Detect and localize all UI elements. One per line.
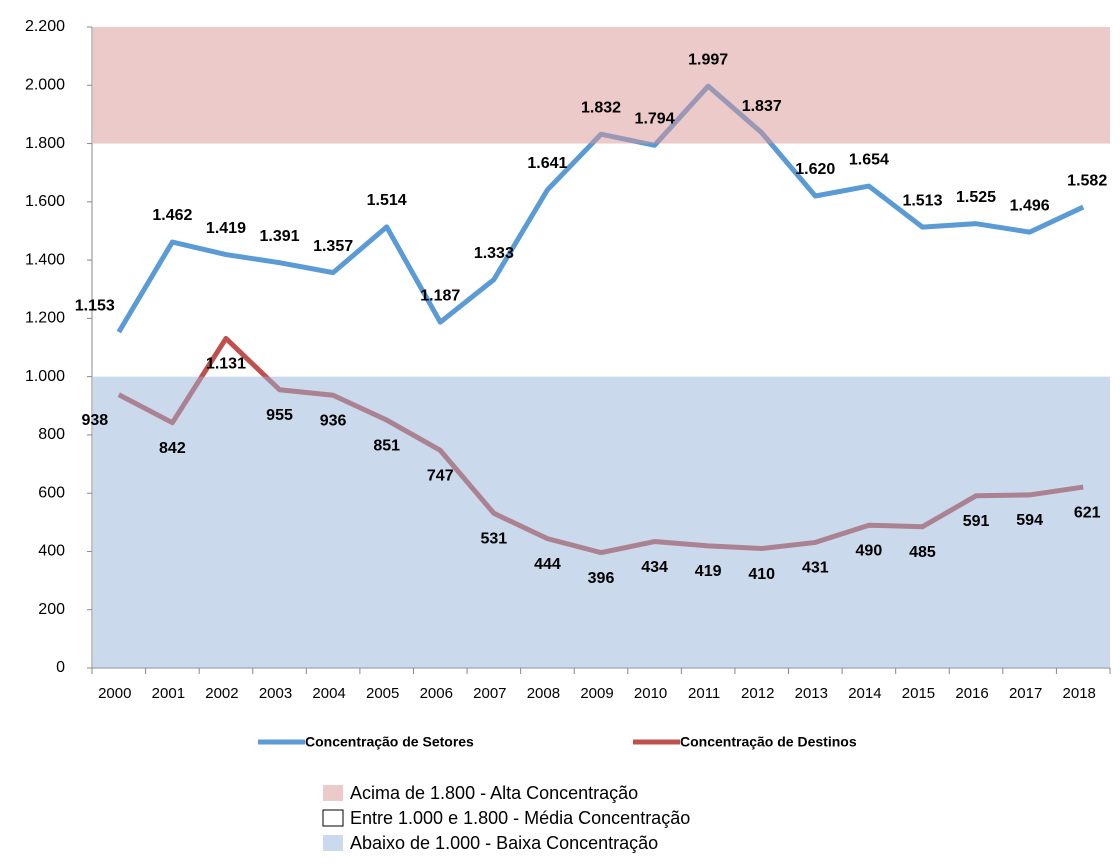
x-tick-label: 2002 — [205, 685, 238, 702]
band-legend-swatch — [323, 785, 343, 801]
data-label: 485 — [909, 544, 936, 561]
x-tick-label: 2018 — [1063, 685, 1096, 702]
x-tick-label: 2015 — [902, 685, 935, 702]
band-legend-label: Acima de 1.800 - Alta Concentração — [350, 783, 638, 803]
data-label: 419 — [695, 563, 722, 580]
data-label: 1.514 — [367, 192, 407, 209]
y-tick-label: 2.000 — [25, 76, 65, 93]
data-label: 955 — [266, 407, 293, 424]
y-tick-label: 1.000 — [25, 368, 65, 385]
x-tick-label: 2012 — [741, 685, 774, 702]
data-label: 1.525 — [956, 189, 996, 206]
data-label: 1.187 — [420, 287, 460, 304]
x-tick-label: 2014 — [848, 685, 881, 702]
data-label: 591 — [963, 513, 990, 530]
data-label: 936 — [320, 413, 347, 430]
data-label: 1.419 — [206, 220, 246, 237]
data-label: 1.391 — [260, 228, 300, 245]
data-label: 621 — [1074, 504, 1101, 521]
data-label: 1.496 — [1010, 197, 1050, 214]
data-label: 434 — [641, 559, 668, 576]
data-label: 1.654 — [849, 151, 889, 168]
data-label: 444 — [534, 556, 561, 573]
legend-label: Concentração de Destinos — [680, 734, 857, 750]
data-label: 1.357 — [313, 238, 353, 255]
x-tick-label: 2005 — [366, 685, 399, 702]
x-tick-label: 2004 — [312, 685, 345, 702]
legend-label: Concentração de Setores — [305, 734, 474, 750]
data-label: 851 — [373, 437, 400, 454]
x-tick-label: 2006 — [420, 685, 453, 702]
data-label: 1.641 — [527, 155, 567, 172]
y-tick-label: 1.200 — [25, 310, 65, 327]
y-tick-label: 1.600 — [25, 193, 65, 210]
data-label: 938 — [81, 412, 108, 429]
x-tick-label: 2001 — [152, 685, 185, 702]
data-label: 490 — [856, 542, 883, 559]
x-tick-label: 2003 — [259, 685, 292, 702]
data-label: 431 — [802, 560, 829, 577]
data-label: 1.794 — [635, 111, 675, 128]
data-label: 396 — [588, 570, 615, 587]
data-label: 1.462 — [152, 207, 192, 224]
x-tick-label: 2007 — [473, 685, 506, 702]
x-tick-label: 2009 — [580, 685, 613, 702]
band-legend-label: Entre 1.000 e 1.800 - Média Concentração — [350, 808, 690, 828]
data-label: 410 — [748, 566, 775, 583]
x-tick-label: 2011 — [688, 685, 720, 702]
data-label: 1.333 — [474, 245, 514, 262]
y-tick-label: 600 — [38, 484, 65, 501]
x-tick-label: 2008 — [527, 685, 560, 702]
band — [93, 376, 1110, 668]
y-tick-label: 1.800 — [25, 135, 65, 152]
data-label: 1.997 — [688, 51, 728, 68]
y-tick-label: 2.200 — [25, 18, 65, 35]
data-label: 747 — [427, 468, 454, 485]
data-label: 1.513 — [902, 192, 942, 209]
x-tick-label: 2000 — [98, 685, 131, 702]
x-tick-label: 2013 — [795, 685, 828, 702]
data-label: 531 — [480, 531, 507, 548]
y-tick-label: 400 — [38, 543, 65, 560]
data-label: 1.153 — [75, 297, 115, 314]
data-label: 1.620 — [795, 161, 835, 178]
y-tick-label: 800 — [38, 426, 65, 443]
x-tick-label: 2010 — [634, 685, 667, 702]
y-tick-label: 0 — [56, 659, 65, 676]
data-label: 594 — [1016, 512, 1043, 529]
x-tick-label: 2016 — [955, 685, 988, 702]
y-tick-label: 1.400 — [25, 251, 65, 268]
data-label: 842 — [159, 440, 186, 457]
data-label: 1.131 — [206, 356, 246, 373]
band-legend-swatch — [322, 809, 344, 827]
y-tick-label: 200 — [38, 601, 65, 618]
data-label: 1.582 — [1067, 172, 1107, 189]
band — [93, 27, 1110, 144]
data-label: 1.837 — [742, 98, 782, 115]
band-legend-swatch — [323, 835, 343, 851]
band-legend-label: Abaixo de 1.000 - Baixa Concentração — [350, 833, 658, 853]
data-label: 1.832 — [581, 99, 621, 116]
x-tick-label: 2017 — [1009, 685, 1042, 702]
